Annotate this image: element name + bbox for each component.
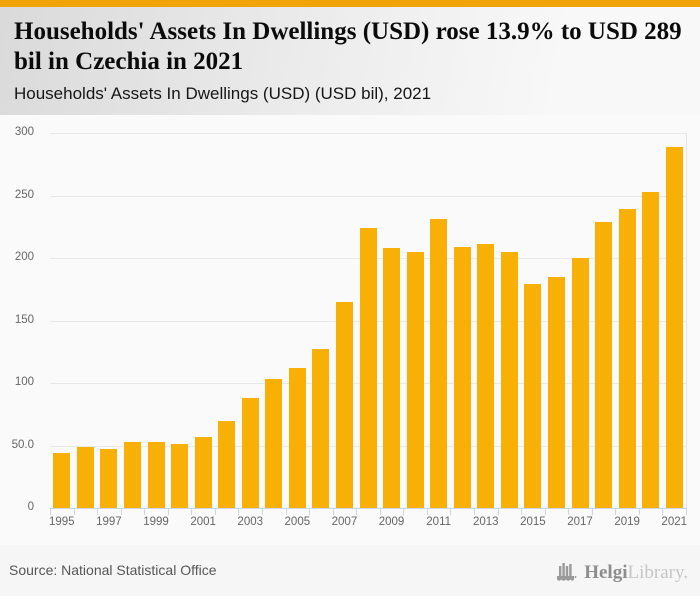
bar-2004[interactable] [265, 379, 283, 508]
x-axis-tick [50, 509, 51, 515]
x-axis-tick [450, 509, 452, 515]
x-axis-tick [544, 509, 546, 515]
x-axis-tick [214, 509, 216, 515]
bar-2013[interactable] [477, 244, 495, 508]
x-axis-label-1999: 1999 [143, 516, 169, 528]
bar-2012[interactable] [453, 246, 471, 508]
bar-2005[interactable] [288, 368, 306, 508]
bar-2015[interactable] [524, 284, 542, 508]
x-axis-label-1997: 1997 [96, 516, 122, 528]
x-axis-label-2007: 2007 [331, 516, 358, 528]
helgi-logo-bold: Helgi [584, 562, 628, 583]
x-axis-label-1995: 1995 [48, 516, 75, 528]
bar-1996[interactable] [76, 446, 94, 508]
page-subtitle: Households' Assets In Dwellings (USD) (U… [14, 84, 432, 103]
bar-2009[interactable] [383, 248, 401, 508]
y-axis-label: 200 [14, 251, 34, 263]
bar-2010[interactable] [406, 251, 424, 508]
helgi-logo-light: Library. [627, 562, 689, 583]
x-axis-tick [356, 509, 358, 515]
helgi-logo-text: HelgiLibrary. [584, 562, 688, 584]
helgi-library-logo[interactable]: HelgiLibrary. [555, 557, 688, 589]
bar-1998[interactable] [123, 441, 141, 508]
helgi-logo-icon [555, 560, 579, 589]
bar-2017[interactable] [571, 258, 589, 508]
x-axis-label-2013: 2013 [472, 516, 499, 528]
y-axis-label: 100 [14, 376, 34, 388]
x-axis-line [50, 508, 687, 509]
page-title: Households' Assets In Dwellings (USD) ro… [14, 18, 682, 75]
x-axis-tick [167, 509, 169, 515]
x-axis-label-2017: 2017 [567, 516, 593, 528]
footer: Source: National Statistical Office Helg… [0, 545, 700, 596]
bar-1999[interactable] [147, 441, 165, 508]
bar-2007[interactable] [335, 301, 353, 508]
bar-2018[interactable] [595, 221, 613, 508]
y-axis-label: 0 [27, 501, 34, 513]
bar-2019[interactable] [618, 209, 636, 508]
y-axis-label: 250 [14, 188, 34, 201]
bar-2008[interactable] [359, 228, 377, 508]
x-axis-label-2011: 2011 [426, 516, 452, 528]
x-axis-tick [474, 509, 475, 515]
x-axis-tick [568, 509, 570, 515]
x-axis-label-2003: 2003 [237, 516, 264, 528]
x-axis-tick [238, 509, 240, 515]
bar-2011[interactable] [430, 219, 448, 508]
gridline-250 [50, 195, 686, 197]
x-axis-label-2015: 2015 [520, 516, 546, 528]
bar-2014[interactable] [500, 251, 518, 508]
x-axis-tick [686, 509, 687, 515]
accent-bar [0, 0, 700, 7]
x-axis-tick [120, 509, 122, 515]
bar-2016[interactable] [547, 276, 565, 508]
x-axis-tick [403, 509, 405, 515]
x-axis-label-2001: 2001 [190, 516, 216, 528]
x-axis-label-2021: 2021 [661, 516, 688, 528]
x-axis-tick [332, 509, 334, 515]
x-axis-label-2005: 2005 [284, 516, 311, 528]
x-axis-tick [591, 509, 593, 515]
bar-2006[interactable] [312, 349, 330, 508]
bar-2000[interactable] [171, 444, 189, 508]
x-axis-tick [426, 509, 428, 515]
x-axis-tick [144, 509, 146, 515]
plot-right-border [686, 133, 687, 508]
x-axis-tick [497, 509, 499, 515]
x-axis-tick [662, 509, 664, 515]
header: Households' Assets In Dwellings (USD) ro… [0, 7, 700, 115]
bar-1997[interactable] [100, 449, 118, 508]
x-axis-label-2009: 2009 [378, 516, 405, 528]
bar-1995[interactable] [53, 453, 71, 508]
x-axis-tick [309, 509, 311, 515]
x-axis-label-2019: 2019 [614, 516, 640, 528]
bar-2001[interactable] [194, 436, 212, 508]
bar-2021[interactable] [665, 146, 683, 508]
x-axis-tick [379, 509, 381, 515]
x-axis-tick [97, 509, 99, 515]
x-axis-tick [521, 509, 523, 515]
bar-2020[interactable] [642, 191, 660, 508]
y-axis-label: 150 [14, 313, 34, 326]
x-axis-tick [262, 509, 263, 515]
y-axis-label: 50.0 [11, 438, 34, 451]
bar-2003[interactable] [241, 398, 259, 508]
x-axis-tick [191, 509, 193, 515]
bar-2002[interactable] [218, 420, 236, 508]
x-axis-tick [638, 509, 640, 515]
bar-chart: 0 50.0 100 150 200 250 300 1995 1997 1999 2001 2003… [0, 115, 700, 545]
x-axis-tick [73, 509, 75, 515]
gridline-300 [50, 133, 686, 134]
y-axis-label: 300 [14, 126, 34, 138]
x-axis-tick [285, 509, 287, 515]
x-axis-tick [615, 509, 617, 515]
source-text: Source: National Statistical Office [9, 562, 217, 578]
